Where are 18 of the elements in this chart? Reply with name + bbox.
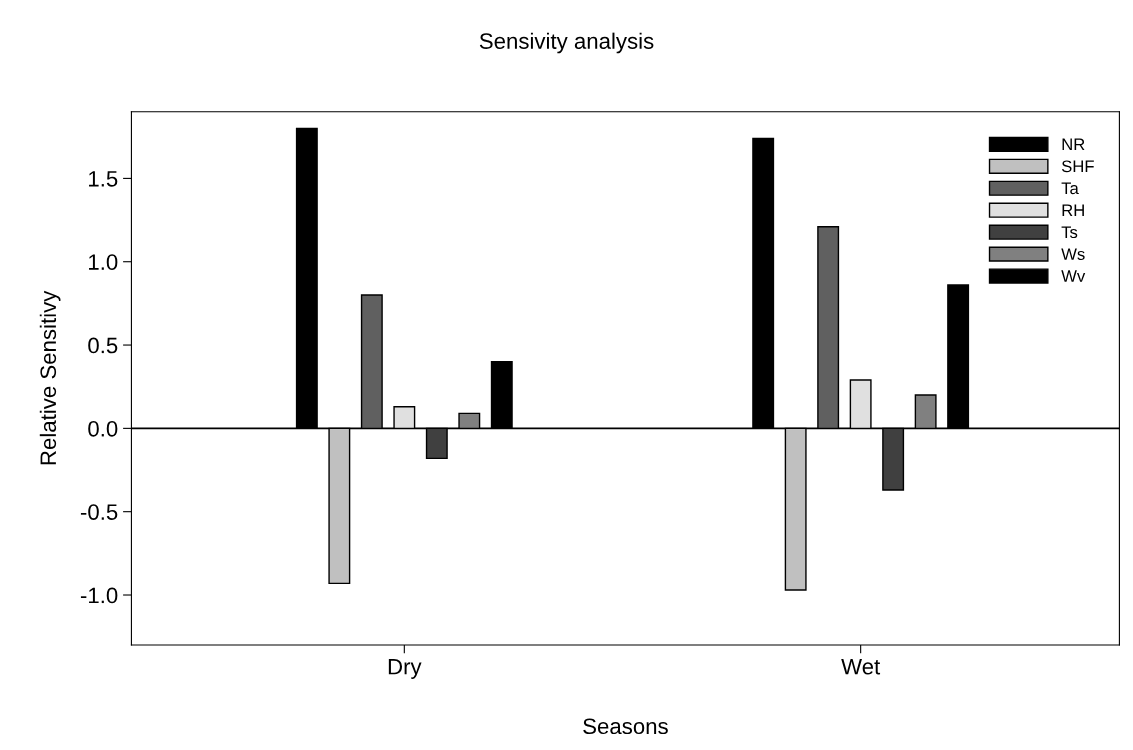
x-axis-title: Seasons <box>583 718 668 735</box>
y-axis-title: Relative Sensitivy <box>39 290 61 465</box>
legend-label: Ts <box>1061 226 1078 239</box>
y-tick-label: 0.0 <box>88 420 118 437</box>
legend-label: Ta <box>1061 182 1079 195</box>
y-tick-label: -1.0 <box>80 587 118 604</box>
y-tick-label: 0.5 <box>88 337 118 354</box>
y-tick-label: 1.5 <box>89 171 118 187</box>
legend-label: SHF <box>1061 160 1094 173</box>
y-tick-label: 1.0 <box>89 254 118 270</box>
legend-label: RH <box>1062 204 1084 216</box>
chart-title: Sensivity analysis <box>479 32 654 54</box>
y-tick-label: -0.5 <box>80 504 118 520</box>
x-tick-label: Wet <box>841 659 881 675</box>
legend-label: Wv <box>1061 270 1086 282</box>
legend-label: NR <box>1062 138 1085 151</box>
legend-label: Ws <box>1061 248 1085 261</box>
x-tick-label: Dry <box>388 659 422 679</box>
